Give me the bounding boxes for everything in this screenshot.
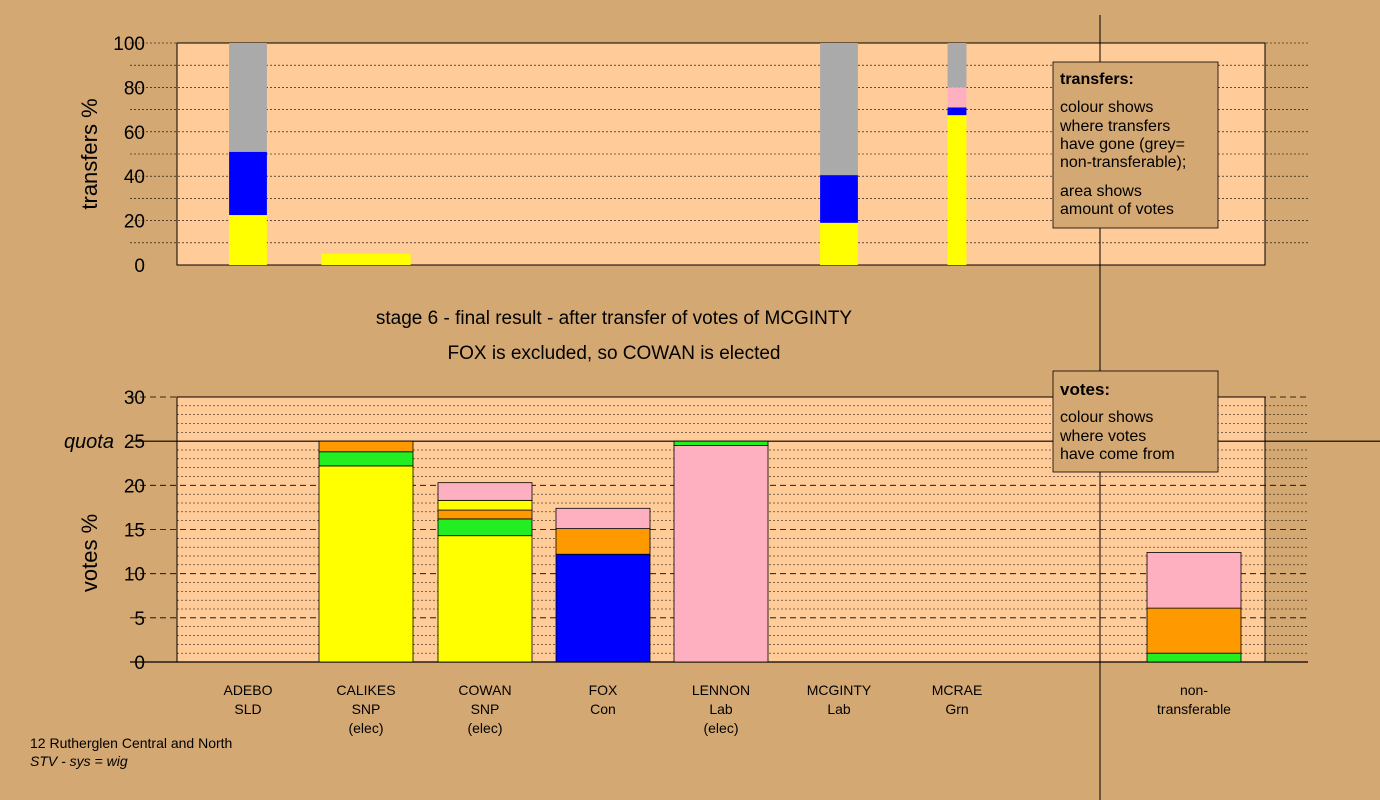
transfers-y-tick-label: 60	[124, 123, 145, 144]
vote-segment	[318, 465, 414, 663]
votes-legend-box	[1052, 370, 1219, 473]
transfer-segment	[229, 215, 267, 265]
transfer-segment	[947, 107, 967, 116]
vote-segment	[1146, 652, 1242, 663]
quota-label: quota	[64, 431, 114, 453]
transfers-y-ticks: 0 20 40 60 80 100	[113, 34, 145, 277]
transfers-y-tick-label: 40	[124, 167, 145, 188]
transfer-segment	[820, 175, 858, 223]
transfers-legend-line: amount of votes	[1060, 201, 1174, 218]
transfers-legend-line: colour shows	[1060, 99, 1153, 116]
transfers-y-tick-label: 80	[124, 78, 145, 99]
candidate-label: Lab	[827, 701, 851, 717]
vote-segment	[437, 509, 533, 520]
transfers-y-axis-label: transfers %	[77, 98, 102, 209]
vote-segment	[318, 451, 414, 467]
vote-segment	[437, 482, 533, 501]
candidate-label: ADEBO	[223, 682, 272, 698]
candidate-label: LENNON	[692, 682, 750, 698]
vote-segment	[555, 507, 651, 530]
transfer-segment	[820, 43, 858, 176]
votes-legend-title: votes:	[1060, 380, 1110, 399]
votes-legend-line: have come from	[1060, 446, 1175, 463]
votes-y-axis-label: votes %	[77, 514, 102, 592]
candidate-label: non-	[1180, 682, 1208, 698]
footer-system: STV - sys = wig	[30, 753, 128, 769]
transfer-segment	[947, 87, 967, 108]
vote-segment	[673, 445, 769, 663]
candidate-label: (elec)	[467, 720, 502, 736]
chart-title-line2: FOX is excluded, so COWAN is elected	[448, 343, 781, 364]
transfers-y-tick-label: 100	[113, 34, 145, 55]
transfers-legend-line: non-transferable);	[1060, 154, 1186, 171]
candidate-label: transferable	[1157, 701, 1231, 717]
vote-segment	[555, 528, 651, 555]
votes-y-tick-label: 30	[124, 388, 145, 409]
transfer-segment	[321, 253, 411, 265]
candidate-label: COWAN	[458, 682, 511, 698]
footer-ward: 12 Rutherglen Central and North	[30, 735, 232, 751]
transfers-legend-line: where transfers	[1059, 118, 1170, 135]
vote-segment	[318, 440, 414, 453]
votes-y-ticks: 0 5 10 15 20 30 25	[124, 388, 145, 674]
transfers-legend-line: have gone (grey=	[1060, 136, 1185, 153]
candidate-label: FOX	[589, 682, 618, 698]
vote-segment	[673, 440, 769, 446]
transfers-legend: transfers: colour shows where transfers …	[1052, 61, 1219, 229]
transfers-y-tick-label: 0	[134, 256, 145, 277]
transfers-legend-box	[1052, 61, 1219, 229]
candidate-label: MCRAE	[932, 682, 983, 698]
transfer-segment	[947, 43, 967, 88]
transfers-legend-line: area shows	[1060, 183, 1142, 200]
votes-bars	[318, 440, 1242, 663]
vote-segment	[1146, 607, 1242, 654]
vote-segment	[1146, 552, 1242, 609]
chart-title-line1: stage 6 - final result - after transfer …	[376, 308, 853, 329]
vote-segment	[437, 535, 533, 663]
candidate-label: CALIKES	[336, 682, 395, 698]
candidate-label: MCGINTY	[807, 682, 872, 698]
candidate-label: (elec)	[703, 720, 738, 736]
candidate-label: Con	[590, 701, 616, 717]
votes-y-tick-label: 0	[134, 653, 145, 674]
transfer-segment	[820, 222, 858, 265]
candidate-label: Lab	[709, 701, 733, 717]
votes-y-tick-label: 15	[124, 521, 145, 542]
votes-legend: votes: colour shows where votes have com…	[1052, 370, 1219, 473]
candidate-label: (elec)	[348, 720, 383, 736]
candidate-label: SNP	[471, 701, 500, 717]
votes-y-tick-label: 20	[124, 476, 145, 497]
vote-segment	[437, 518, 533, 537]
transfer-segment	[229, 43, 267, 152]
candidate-label: SNP	[352, 701, 381, 717]
votes-y-tick-label: 25	[124, 432, 145, 453]
candidate-label: Grn	[945, 701, 968, 717]
votes-legend-line: colour shows	[1060, 409, 1153, 426]
candidate-label: SLD	[234, 701, 261, 717]
votes-legend-line: where votes	[1059, 428, 1146, 445]
votes-y-tick-label: 10	[124, 565, 145, 586]
vote-segment	[555, 553, 651, 663]
transfer-segment	[229, 151, 267, 216]
transfers-bars	[229, 43, 967, 266]
votes-y-tick-label: 5	[134, 609, 145, 630]
transfer-segment	[947, 115, 967, 266]
vote-segment	[437, 499, 533, 511]
transfers-legend-title: transfers:	[1060, 71, 1134, 88]
candidate-labels: ADEBO SLD CALIKES SNP (elec) COWAN SNP (elec) FO…	[223, 682, 1231, 736]
transfers-y-tick-label: 20	[124, 212, 145, 233]
